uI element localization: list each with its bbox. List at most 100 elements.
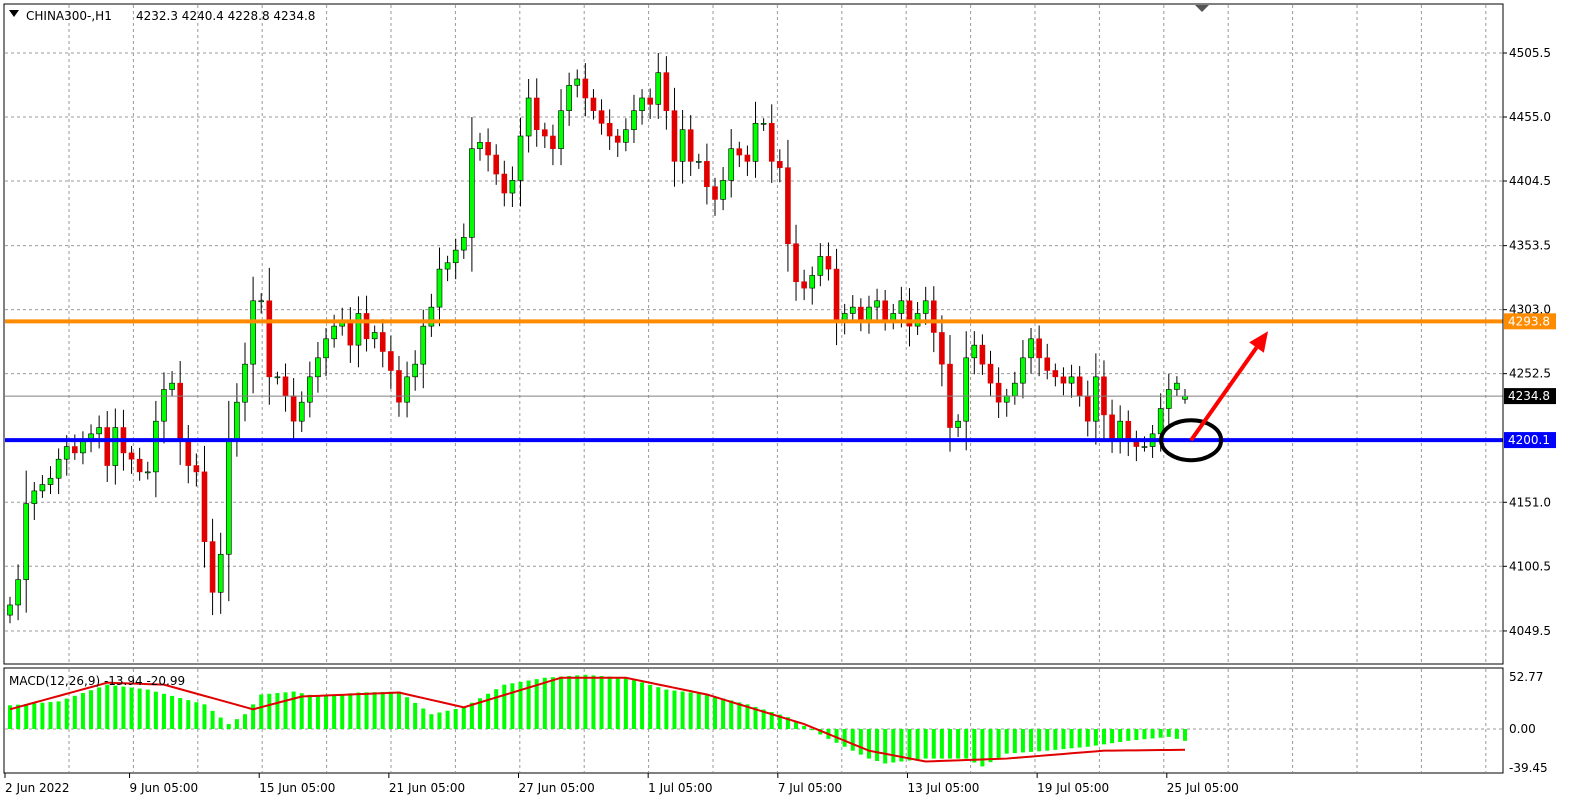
macd-histogram-bar (567, 675, 572, 729)
bear-candle (290, 395, 297, 422)
macd-histogram-bar (1020, 729, 1025, 753)
bear-candle (598, 110, 605, 124)
macd-histogram-bar (640, 682, 645, 729)
bear-candle (396, 370, 402, 403)
macd-histogram-bar (575, 675, 580, 729)
macd-label: MACD(12,26,9) -13.94 -20.99 (9, 674, 185, 688)
macd-histogram-bar (24, 704, 29, 729)
bull-candle (1012, 382, 1018, 397)
bull-candle (728, 148, 735, 181)
macd-histogram-bar (939, 729, 944, 759)
bear-candle (193, 465, 200, 473)
bear-candle (177, 382, 183, 441)
bull-candle (1028, 338, 1034, 359)
x-tick-label: 21 Jun 05:00 (389, 781, 465, 795)
bull-candle (695, 161, 702, 163)
level-price-tag (1504, 432, 1556, 449)
macd-histogram-bar (307, 694, 312, 729)
x-tick-label: 9 Jun 05:00 (130, 781, 199, 795)
macd-histogram-bar (380, 691, 385, 729)
macd-histogram-bar (267, 693, 272, 729)
macd-histogram-bar (1093, 729, 1098, 746)
bear-candle (209, 541, 216, 593)
macd-histogram-bar (186, 700, 191, 729)
bull-candle (31, 490, 38, 504)
bull-candle (47, 477, 54, 485)
macd-histogram-bar (40, 702, 45, 729)
bull-candle (112, 427, 119, 466)
x-tick-label: 1 Jul 05:00 (648, 781, 712, 795)
macd-histogram-bar (737, 702, 742, 729)
bull-candle (169, 382, 175, 390)
bear-candle (1060, 376, 1067, 384)
macd-histogram-bar (364, 692, 369, 729)
macd-histogram-bar (1061, 729, 1066, 750)
macd-histogram-bar (1029, 729, 1034, 752)
bull-candle (225, 439, 232, 555)
level-price-tag (1504, 313, 1556, 330)
macd-histogram-bar (777, 714, 782, 729)
bear-candle (906, 300, 913, 327)
macd-histogram-bar (1053, 729, 1058, 750)
macd-histogram-bar (664, 689, 669, 729)
bear-candle (501, 173, 508, 194)
grid (5, 5, 1502, 772)
bear-candle (606, 123, 613, 137)
macd-histogram-bar (850, 729, 855, 751)
macd-histogram-bar (469, 702, 474, 729)
macd-histogram-bar (161, 693, 166, 729)
price-lines[interactable] (5, 319, 1503, 463)
macd-histogram-bar (1085, 729, 1090, 747)
macd-histogram-bar (218, 717, 223, 729)
bear-candle (347, 319, 354, 346)
bull-candle (39, 484, 46, 492)
macd-histogram-bar (502, 684, 507, 729)
bear-candle (363, 313, 370, 340)
macd-histogram-bar (113, 685, 118, 729)
macd-histogram-bar (283, 692, 288, 729)
macd-histogram-bar (405, 697, 410, 729)
macd-histogram-bar (769, 712, 774, 729)
macd-histogram-bar (1069, 729, 1074, 749)
macd-histogram-bar (332, 694, 337, 729)
macd-histogram-bar (1183, 729, 1187, 741)
bear-candle (533, 97, 540, 130)
macd-histogram-bar (648, 684, 653, 729)
bear-candle (663, 72, 670, 111)
macd-histogram-bar (56, 701, 61, 729)
bull-candle (639, 97, 645, 111)
macd-histogram-bar (866, 729, 871, 759)
candles (7, 53, 1188, 624)
bull-candle (258, 300, 265, 303)
macd-histogram-bar (1118, 729, 1123, 743)
macd-histogram-bar (615, 677, 620, 729)
bull-candle (890, 313, 897, 321)
bull-candle (355, 313, 362, 346)
macd-histogram-bar (680, 691, 685, 729)
macd-histogram-bar (761, 709, 766, 729)
macd-histogram-bar (591, 675, 596, 729)
macd-histogram-bar (753, 706, 758, 729)
macd-histogram-bar (324, 695, 329, 729)
macd-histogram-bar (1126, 729, 1131, 741)
macd-histogram-bar (631, 680, 636, 729)
y-tick-label: 4455.0 (1509, 110, 1551, 124)
bull-candle (963, 357, 970, 422)
macd-histogram-bar (583, 674, 588, 729)
macd-histogram-bar (623, 677, 628, 729)
scroll-marker-icon[interactable] (1195, 5, 1209, 12)
macd-histogram-bar (875, 729, 880, 762)
ohlc-readout: 4232.3 4240.4 4228.8 4234.8 (136, 9, 315, 23)
bull-candle (404, 376, 410, 403)
macd-histogram-bar (145, 689, 150, 729)
macd-histogram-bar (559, 676, 564, 729)
macd-histogram-bar (137, 688, 142, 729)
macd-histogram-bar (607, 676, 612, 729)
triangle-down-icon[interactable] (9, 10, 19, 17)
bear-candle (1052, 370, 1059, 378)
macd-histogram-bar (340, 694, 345, 729)
bear-candle (550, 135, 556, 149)
bull-candle (452, 249, 459, 264)
macd-histogram-bar (688, 692, 693, 729)
